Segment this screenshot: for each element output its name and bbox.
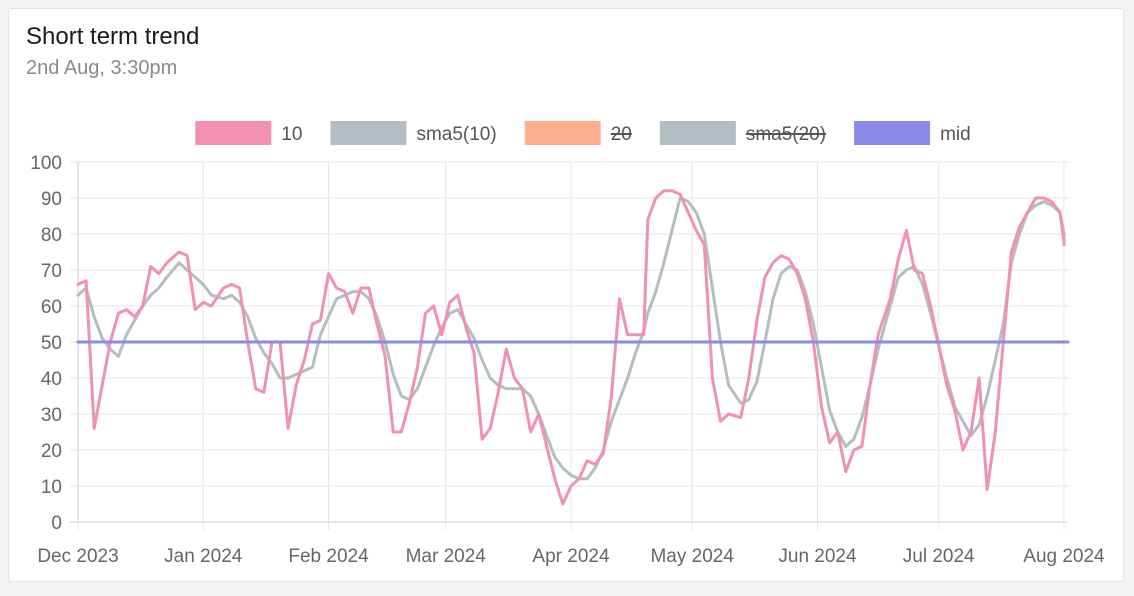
x-tick-label: Apr 2024 [532, 546, 610, 567]
legend-swatch [195, 121, 272, 145]
y-tick-label: 40 [41, 369, 62, 390]
legend-label: sma5(10) [416, 124, 496, 145]
legend-item-10[interactable]: 10 [195, 121, 302, 145]
legend-item-sma5-20-[interactable]: sma5(20) [659, 121, 827, 145]
legend-item-sma5-10-[interactable]: sma5(10) [330, 121, 497, 145]
legend-swatch [524, 121, 601, 145]
legend-swatch [659, 121, 736, 145]
chart-subtitle: 2nd Aug, 3:30pm [26, 57, 178, 79]
y-tick-label: 80 [41, 225, 62, 246]
legend-swatch [330, 121, 407, 145]
y-tick-label: 90 [41, 189, 62, 210]
y-tick-label: 30 [41, 405, 62, 426]
legend-swatch [854, 121, 931, 145]
legend-label: 10 [281, 124, 302, 145]
x-tick-label: Aug 2024 [1023, 546, 1105, 567]
y-tick-label: 100 [30, 153, 62, 174]
y-tick-label: 20 [41, 441, 62, 462]
x-tick-label: May 2024 [650, 546, 734, 567]
chart-legend: 10 sma5(10) 20 sma5(20) mid [195, 121, 971, 145]
series-line-10 [76, 189, 1066, 506]
x-tick-label: Feb 2024 [288, 546, 369, 567]
x-tick-label: Jan 2024 [164, 546, 243, 567]
legend-label: mid [940, 124, 971, 145]
x-axis: Dec 2023 Jan 2024 Feb 2024 Mar 2024 Apr 2024… [37, 546, 1105, 567]
y-tick-label: 0 [51, 513, 62, 534]
chart-title: Short term trend [26, 23, 200, 50]
x-tick-label: Mar 2024 [406, 546, 487, 567]
chart-series [76, 189, 1070, 506]
y-tick-label: 10 [41, 477, 62, 498]
x-tick-label: Jun 2024 [778, 546, 857, 567]
x-tick-label: Jul 2024 [903, 546, 975, 567]
chart-grid [70, 161, 1068, 530]
x-tick-label: Dec 2023 [37, 546, 118, 567]
y-tick-label: 60 [41, 297, 62, 318]
y-tick-label: 50 [41, 333, 62, 354]
legend-item-mid[interactable]: mid [854, 121, 971, 145]
legend-item-20[interactable]: 20 [524, 121, 632, 145]
y-tick-label: 70 [41, 261, 62, 282]
y-axis: 0 10 20 30 40 50 60 70 80 90 100 [30, 153, 62, 534]
